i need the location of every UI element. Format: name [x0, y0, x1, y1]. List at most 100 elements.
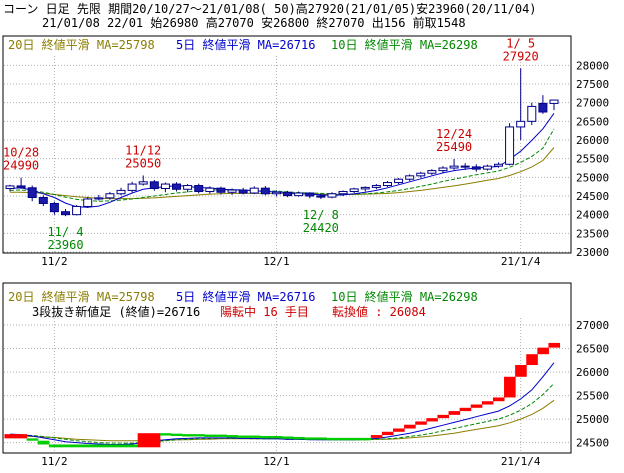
- candle-body: [260, 187, 270, 195]
- renko-brick: [270, 436, 283, 439]
- renko-brick: [159, 433, 172, 436]
- renko-brick: [359, 437, 372, 441]
- candle-body: [338, 191, 348, 195]
- candle-body: [283, 191, 293, 197]
- candle-body: [449, 165, 459, 169]
- header-line-1: コーン 日足 先限 期間20/10/27〜21/01/08( 50)高27920…: [3, 1, 537, 16]
- renko-brick: [48, 444, 61, 448]
- renko-brick: [193, 434, 205, 437]
- annotation-price: 23960: [47, 238, 83, 252]
- bottom-panel-bricks: [4, 342, 561, 448]
- renko-brick: [348, 437, 361, 441]
- candle-body: [83, 198, 93, 207]
- annotation-price: 24990: [3, 159, 39, 173]
- top-y-tick-label: 25000: [576, 171, 609, 184]
- renko-brick: [504, 376, 516, 398]
- top-y-tick-label: 27500: [576, 78, 609, 91]
- renko-brick: [237, 435, 250, 438]
- candle-body: [227, 189, 237, 193]
- candle-body: [49, 202, 59, 213]
- top-y-tick-label: 28000: [576, 59, 609, 72]
- renko-brick: [526, 354, 538, 366]
- top-y-tick-label: 26500: [576, 115, 609, 128]
- annotation-date: 11/ 4: [47, 225, 83, 239]
- renko-brick: [170, 433, 183, 437]
- candle-body: [105, 193, 115, 199]
- renko-brick: [404, 424, 416, 429]
- renko-brick: [448, 411, 461, 415]
- candle-body: [549, 99, 559, 104]
- candle-body: [216, 187, 226, 193]
- top-y-tick-label: 25500: [576, 153, 609, 166]
- candle-body: [116, 189, 126, 195]
- renko-brick: [126, 444, 139, 448]
- renko-brick: [59, 444, 72, 448]
- renko-brick: [515, 365, 527, 377]
- annotation-date: 12/24: [436, 127, 472, 141]
- top-legend-ma5: 5日 終値平滑 MA=26716: [176, 37, 315, 52]
- top-legend-ma10: 10日 終値平滑 MA=26298: [331, 37, 478, 52]
- renko-brick: [481, 401, 494, 405]
- bottom-legend-renko-close: 3段抜き新値足 (終値)=26716: [32, 304, 200, 319]
- candle-body: [238, 189, 248, 194]
- top-panel-frame: [2, 35, 572, 254]
- renko-brick: [537, 347, 549, 355]
- renko-brick: [426, 418, 438, 422]
- candle-body: [16, 185, 26, 189]
- bottom-y-tick-label: 25500: [576, 390, 609, 403]
- bottom-y-tick-label: 25000: [576, 413, 609, 426]
- bottom-x-tick-label: 21/1/4: [501, 455, 541, 468]
- renko-brick: [492, 397, 505, 402]
- renko-brick: [37, 440, 50, 445]
- candle-body: [27, 187, 37, 198]
- candle-body: [482, 165, 492, 170]
- candle-body: [160, 183, 170, 190]
- renko-brick: [137, 433, 150, 448]
- candle-body: [149, 181, 159, 190]
- top-x-tick-label: 11/2: [41, 255, 68, 268]
- candle-body: [460, 165, 470, 168]
- candle-body: [5, 185, 15, 190]
- top-y-tick-label: 24500: [576, 190, 609, 203]
- top-x-tick-label: 12/1: [263, 255, 290, 268]
- candle-body: [205, 187, 215, 193]
- bottom-legend-renko-count: 陽転中 16 手目: [220, 304, 309, 319]
- candle-body: [249, 187, 259, 194]
- bottom-legend-ma10: 10日 終値平滑 MA=26298: [331, 289, 478, 304]
- renko-brick: [381, 431, 394, 436]
- candle-body: [505, 126, 515, 165]
- bottom-ma5-line: [9, 362, 555, 445]
- renko-brick: [470, 404, 483, 408]
- bottom-y-tick-label: 26500: [576, 343, 609, 356]
- bottom-x-tick-label: 12/1: [263, 455, 290, 468]
- top-panel-candles: [5, 68, 559, 217]
- renko-brick: [248, 435, 261, 438]
- top-panel-x-axis: 11/2 12/1 21/1/4: [41, 255, 541, 268]
- renko-brick: [215, 434, 227, 437]
- candle-body: [172, 183, 182, 190]
- candle-body: [72, 205, 82, 216]
- annotation-price: 25050: [125, 156, 161, 170]
- renko-brick: [259, 436, 272, 439]
- top-y-tick-label: 23500: [576, 227, 609, 240]
- renko-brick: [459, 407, 472, 412]
- annotation-price: 24420: [303, 221, 339, 235]
- candle-body: [38, 196, 48, 204]
- renko-brick: [93, 444, 105, 448]
- candle-body: [416, 172, 426, 177]
- renko-brick: [370, 435, 383, 438]
- renko-brick: [548, 342, 561, 348]
- candle-body: [427, 170, 437, 174]
- candle-body: [271, 191, 281, 195]
- renko-brick: [26, 438, 39, 441]
- renko-brick: [315, 437, 327, 440]
- renko-brick: [71, 444, 83, 448]
- bottom-panel-moving-averages: [9, 362, 555, 445]
- candle-body: [349, 188, 359, 193]
- bottom-legend-ma20: 20日 終値平滑 MA=25798: [8, 289, 155, 304]
- candle-body: [538, 102, 548, 113]
- candle-body: [305, 192, 315, 197]
- renko-brick: [337, 437, 350, 441]
- renko-brick: [182, 434, 194, 437]
